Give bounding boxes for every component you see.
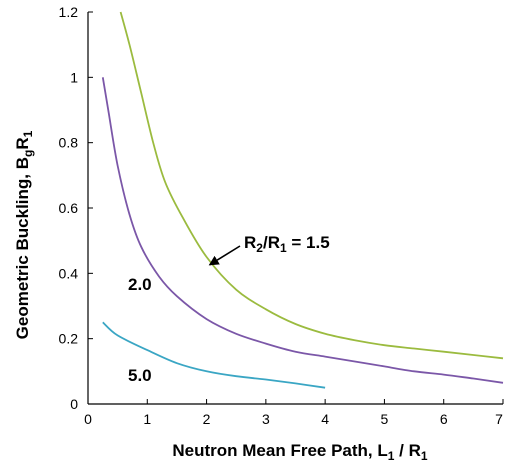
y-tick-label: 0.6	[59, 200, 79, 216]
y-tick-label: 1	[70, 69, 78, 85]
y-tick-label: 0.2	[59, 331, 79, 347]
y-tick-label: 1.2	[59, 4, 79, 20]
y-tick-label: 0.8	[59, 135, 79, 151]
x-axis-title: Neutron Mean Free Path, L1 / R1	[172, 441, 428, 463]
x-tick-label: 3	[262, 411, 270, 427]
series-group	[101, 11, 504, 389]
x-tick-label: 2	[203, 411, 211, 427]
x-tick-label: 7	[495, 411, 503, 427]
series-line-ratio-1-5	[119, 11, 504, 360]
annotation-arrow	[208, 245, 241, 266]
plot-axes	[87, 12, 503, 405]
x-tick-label: 6	[440, 411, 448, 427]
axis-ticks: 0 1 2 3 4 5 6 7 0 0.2 0.4 0.6 0.8 1 1.2	[59, 4, 504, 427]
y-tick-label: 0.4	[59, 265, 79, 281]
x-tick-label: 4	[321, 411, 329, 427]
x-tick-label: 0	[84, 411, 92, 427]
series-line-ratio-5-0	[102, 321, 326, 389]
y-tick-label: 0	[70, 396, 78, 412]
x-tick-label: 5	[381, 411, 389, 427]
annotation-ratio-2-0: 2.0	[128, 275, 152, 294]
annotation-ratio-1-5: R2/R1 = 1.5	[244, 233, 330, 255]
x-tick-label: 1	[143, 411, 151, 427]
annotation-ratio-5-0: 5.0	[128, 366, 152, 385]
series-line-ratio-2-0	[101, 77, 504, 384]
y-axis-title: Geometric Buckling, BgR1	[13, 130, 35, 339]
